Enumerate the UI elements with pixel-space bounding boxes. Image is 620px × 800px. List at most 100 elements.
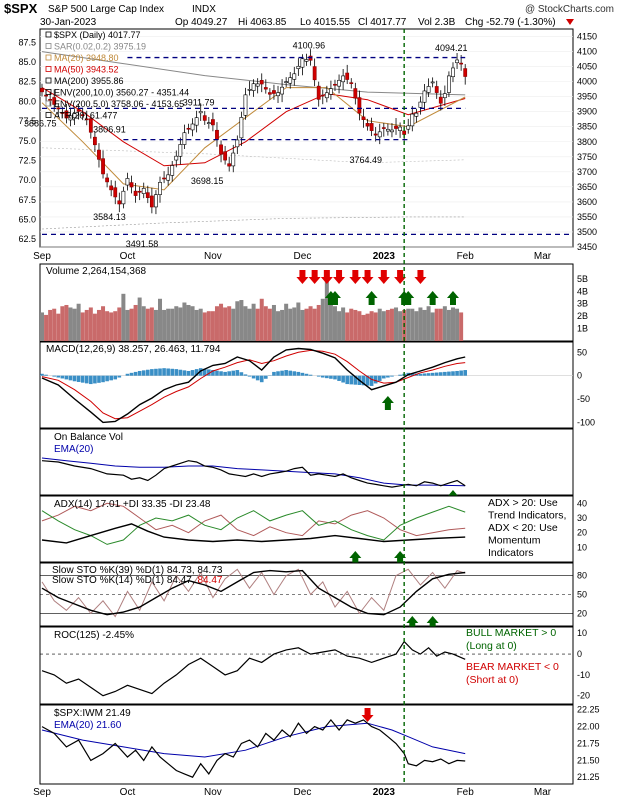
macd-histogram-bar: [251, 375, 256, 379]
price-right-tick: 4000: [577, 77, 597, 87]
candle-body: [296, 65, 301, 69]
x-axis-top: Sep Oct Nov Dec 2023 Feb Mar: [33, 251, 552, 262]
buy-arrow-icon: [426, 291, 439, 305]
adx-tick: 30: [577, 513, 587, 523]
legend-entry: $SPX (Daily) 4017.77: [54, 30, 141, 40]
volume-bar: [84, 309, 89, 341]
sto-tick: 80: [577, 571, 587, 581]
price-right-tick: 3450: [577, 242, 597, 252]
macd-histogram-bar: [320, 375, 325, 378]
macd-histogram-bar: [158, 368, 162, 376]
roc-bull-note: (Long at 0): [466, 640, 517, 652]
price-right-tick: 4150: [577, 32, 597, 42]
candle-body: [418, 101, 423, 108]
volume-bar: [357, 311, 362, 341]
macd-histogram-bar: [296, 371, 301, 376]
volume-bar: [60, 306, 65, 341]
macd-histogram-bar: [182, 370, 187, 376]
price-left-tick: 87.5: [18, 37, 36, 47]
price-right-tick: 3900: [577, 107, 597, 117]
roc-bear-label: BEAR MARKET < 0: [466, 661, 559, 673]
sto-tick: 20: [577, 608, 587, 618]
macd-histogram-bar: [150, 369, 154, 376]
obv-line: [41, 460, 466, 488]
macd-tick: 50: [577, 347, 587, 357]
volume-bar: [255, 308, 260, 341]
sell-arrow-icon: [333, 270, 346, 284]
volume-bar: [430, 312, 435, 341]
price-left-tick: 72.5: [18, 155, 36, 165]
volume-bar: [337, 311, 342, 341]
price-annotation: 3584.13: [93, 212, 126, 222]
volume-bar: [341, 307, 346, 341]
volume-tick: 3B: [577, 299, 588, 309]
candle-body: [361, 116, 366, 120]
price-left-tick: 85.0: [18, 57, 36, 67]
macd-histogram-bar: [447, 371, 451, 376]
candle-body: [194, 117, 199, 126]
legend-entry: MA(200) 3955.86: [54, 76, 124, 86]
volume-bar: [231, 308, 236, 341]
volume-bar: [304, 308, 309, 341]
macd-histogram-bar: [186, 370, 191, 376]
candle-body: [426, 86, 431, 93]
candle-body: [117, 200, 122, 205]
volume-bar: [280, 309, 285, 341]
candle-body: [68, 115, 73, 121]
buy-arrow-icon: [365, 291, 378, 305]
candle-body: [174, 155, 179, 161]
macd-histogram-bar: [190, 370, 195, 376]
candle-body: [369, 123, 374, 131]
roc-line: [41, 640, 466, 697]
macd-histogram-bar: [377, 375, 382, 381]
candle-body: [133, 190, 138, 196]
sell-arrow-icon: [349, 270, 362, 284]
volume-bar: [166, 308, 171, 341]
volume-title: Volume 2,264,154,368: [46, 266, 147, 277]
candle-body: [219, 144, 223, 155]
price-left-tick: 77.5: [18, 116, 36, 126]
macd-histogram-bar: [235, 370, 240, 376]
macd-histogram-bar: [56, 375, 61, 378]
macd-histogram-bar: [207, 369, 211, 376]
ratio-ema-label: EMA(20) 21.60: [54, 720, 122, 731]
macd-histogram-bar: [430, 372, 435, 376]
sto-tick: 50: [577, 590, 587, 600]
candle-body: [459, 62, 464, 65]
macd-histogram-bar: [219, 371, 223, 376]
volume-bar: [243, 306, 248, 341]
volume-bar: [194, 309, 199, 341]
candle-body: [243, 94, 248, 116]
adx-annotation-line: Trend Indicators,: [488, 510, 566, 522]
volume-bar: [121, 293, 126, 341]
candle-body: [451, 67, 455, 78]
volume-bar: [324, 278, 329, 341]
price-left-tick: 82.5: [18, 77, 36, 87]
volume-bar: [76, 303, 81, 341]
macd-tick: -50: [577, 394, 590, 404]
candle-body: [447, 75, 451, 93]
candle-body: [80, 114, 85, 116]
candle-body: [145, 192, 150, 198]
candle-body: [211, 119, 215, 126]
x-axis-label: Mar: [534, 251, 552, 262]
candle-body: [390, 129, 394, 133]
candle-body: [166, 174, 171, 181]
price-annotation: 3911.79: [183, 98, 215, 108]
macd-histogram-bar: [80, 375, 85, 383]
macd-histogram-bar: [194, 369, 199, 376]
volume-bar: [434, 308, 439, 341]
candle-body: [64, 110, 69, 119]
candle-body: [373, 133, 378, 136]
volume-bar: [389, 308, 394, 341]
volume-bar: [422, 309, 427, 341]
volume-bar: [292, 307, 297, 341]
sto39-title: Slow STO %K(39) %D(1) 84.73, 84.73: [52, 565, 223, 576]
price-left-tick: 65.0: [18, 214, 36, 224]
legend-entry: MA(50) 3943.52: [54, 65, 119, 75]
candle-body: [434, 86, 439, 93]
volume-bar: [137, 297, 142, 341]
macd-histogram-bar: [349, 375, 354, 385]
